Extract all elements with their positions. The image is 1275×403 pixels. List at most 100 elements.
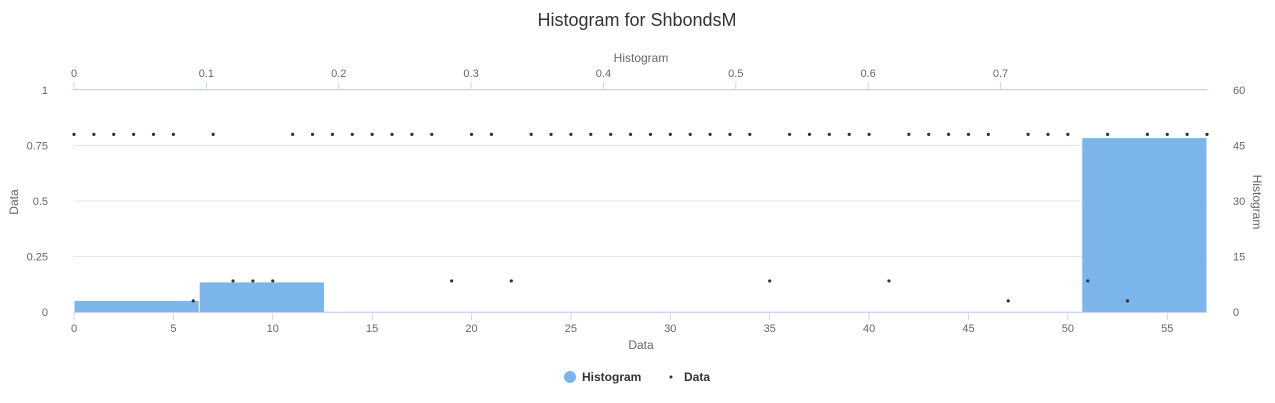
- histogram-bar: [74, 300, 199, 312]
- data-point: [92, 132, 96, 136]
- data-point: [986, 132, 990, 136]
- data-point: [1185, 132, 1189, 136]
- legend-item-data[interactable]: Data: [669, 370, 711, 384]
- data-point: [151, 132, 156, 136]
- data-point: [271, 279, 275, 283]
- y-tick-label: 0.75: [27, 141, 48, 153]
- data-point: [1086, 279, 1090, 283]
- data-point: [549, 132, 553, 136]
- x-tick-label: 30: [664, 323, 676, 335]
- data-point: [291, 132, 295, 136]
- y2-tick-label: 45: [1233, 141, 1245, 153]
- data-point: [350, 132, 354, 136]
- data-point: [1106, 132, 1110, 136]
- data-point: [946, 132, 951, 136]
- data-point: [847, 132, 851, 136]
- y2-axis-title: Histogram: [1250, 175, 1264, 230]
- x2-axis-title: Histogram: [614, 51, 669, 65]
- data-point: [211, 132, 215, 136]
- x-tick-label: 20: [465, 323, 477, 335]
- y2-tick-label: 60: [1233, 85, 1245, 97]
- y-tick-label: 0: [42, 307, 48, 319]
- data-point: [251, 279, 255, 283]
- x2-tick-label: 0.6: [861, 68, 876, 80]
- data-point: [748, 132, 752, 136]
- y-tick-label: 0.25: [27, 252, 48, 264]
- data-point: [1165, 132, 1169, 136]
- legend-data-label: Data: [684, 370, 710, 384]
- data-point: [1066, 132, 1070, 136]
- y2-tick-label: 0: [1233, 307, 1239, 319]
- x2-tick-label: 0.1: [199, 68, 214, 80]
- data-point: [430, 132, 434, 136]
- data-point: [132, 132, 136, 136]
- data-point: [529, 132, 533, 136]
- data-point: [370, 132, 374, 136]
- x-tick-label: 55: [1161, 323, 1173, 335]
- y-tick-label: 1: [42, 85, 48, 97]
- x-axis: 0 5 10 15 20 25 30 35 40 45 50 55: [71, 312, 1207, 335]
- data-point: [112, 132, 116, 136]
- data-point: [330, 132, 335, 136]
- y2-axis: 0 15 30 45 60: [1233, 85, 1245, 319]
- histogram-bar: [1082, 138, 1207, 312]
- data-point: [668, 132, 672, 136]
- x2-tick-label: 0.3: [463, 68, 478, 80]
- x-tick-label: 50: [1062, 323, 1074, 335]
- y2-tick-label: 15: [1233, 252, 1245, 264]
- data-point: [450, 279, 454, 283]
- x2-tick-label: 0.7: [993, 68, 1008, 80]
- data-point: [787, 132, 792, 136]
- x-tick-label: 40: [863, 323, 875, 335]
- data-point: [469, 132, 474, 136]
- legend-data-symbol: [669, 375, 673, 379]
- histogram-bars: [74, 138, 1207, 312]
- y-tick-label: 0.5: [33, 196, 48, 208]
- x-tick-label: 35: [764, 323, 776, 335]
- data-point: [708, 132, 712, 136]
- chart-title: Histogram for ShbondsM: [537, 10, 736, 30]
- data-point: [1046, 132, 1050, 136]
- x2-tick-label: 0: [71, 68, 77, 80]
- data-point: [966, 132, 971, 136]
- data-point: [628, 132, 633, 136]
- x2-tick-label: 0.2: [331, 68, 346, 80]
- data-point: [887, 279, 891, 283]
- x-tick-label: 10: [267, 323, 279, 335]
- x-tick-label: 25: [565, 323, 577, 335]
- y-axis: 0 0.25 0.5 0.75 1: [27, 85, 48, 319]
- data-point: [907, 132, 911, 136]
- data-point: [589, 132, 593, 136]
- data-point: [688, 132, 692, 136]
- data-point: [768, 279, 772, 283]
- data-point: [489, 132, 494, 136]
- data-point: [1205, 132, 1209, 136]
- legend-item-histogram[interactable]: Histogram: [564, 370, 641, 384]
- data-point: [171, 132, 175, 136]
- legend-histogram-symbol: [564, 371, 576, 383]
- x2-tick-label: 0.5: [728, 68, 743, 80]
- x2-axis: 0 0.1 0.2 0.3 0.4 0.5 0.6 0.7: [71, 68, 1207, 90]
- x2-tick-label: 0.4: [596, 68, 611, 80]
- data-point: [310, 132, 315, 136]
- x-tick-label: 45: [962, 323, 974, 335]
- data-point: [569, 132, 573, 136]
- data-point: [867, 132, 871, 136]
- data-point: [191, 299, 195, 303]
- x-axis-title: Data: [628, 338, 654, 352]
- data-point: [827, 132, 831, 136]
- data-point: [72, 132, 76, 136]
- x-tick-label: 15: [366, 323, 378, 335]
- data-point: [1145, 132, 1149, 136]
- data-point: [1006, 299, 1010, 303]
- data-point: [509, 279, 513, 283]
- x-tick-label: 0: [71, 323, 77, 335]
- data-point: [609, 132, 613, 136]
- data-point: [1026, 132, 1030, 136]
- data-points: [72, 132, 1209, 303]
- data-point: [927, 132, 931, 136]
- data-point: [231, 279, 235, 283]
- legend-histogram-label: Histogram: [582, 370, 641, 384]
- data-point: [1125, 299, 1130, 303]
